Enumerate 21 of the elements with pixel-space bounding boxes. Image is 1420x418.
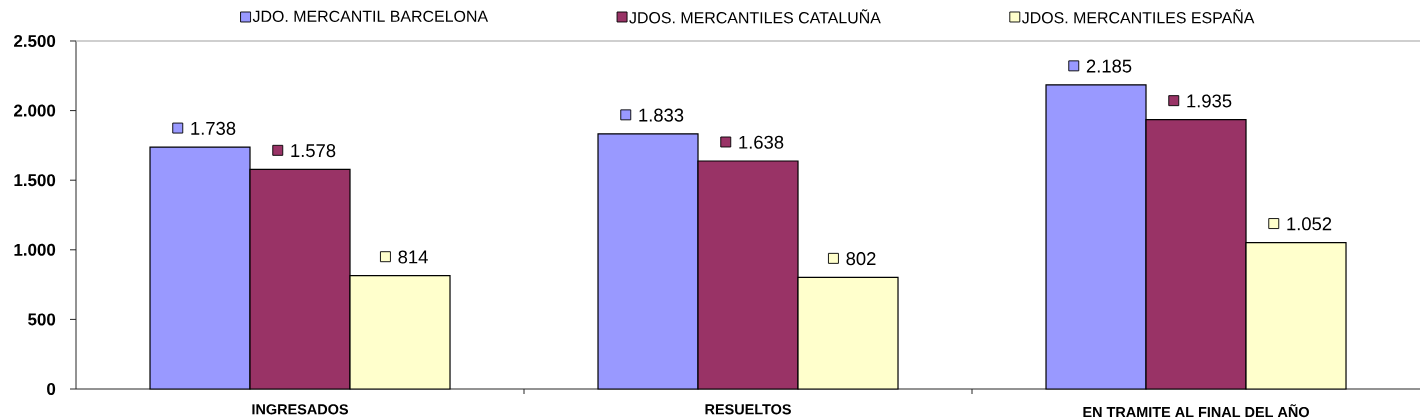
legend-label: JDOS. MERCANTILES ESPAÑA [1021, 9, 1255, 24]
data-label: 1.052 [1287, 217, 1332, 231]
data-label: 1.738 [191, 121, 236, 135]
y-tick-label: 0 [47, 383, 56, 395]
data-label: 802 [846, 252, 876, 266]
y-tick-label: 1.500 [14, 174, 56, 187]
y-tick-label: 2.500 [14, 35, 56, 47]
data-label: 1.935 [1187, 94, 1232, 108]
y-tick-label: 500 [28, 313, 56, 326]
x-tick-label: EN TRAMITE AL FINAL DEL AÑO [1083, 404, 1309, 418]
legend-label: JDOS. MERCANTILES CATALUÑA [629, 9, 881, 24]
x-tick-label: RESUELTOS [705, 404, 791, 415]
data-label: 2.185 [1086, 59, 1132, 73]
x-tick-label: INGRESADOS [252, 404, 349, 415]
legend-label: JDO. MERCANTIL BARCELONA [252, 10, 489, 22]
y-tick-label: 2.000 [14, 104, 56, 117]
y-tick-label: 1.000 [14, 243, 56, 256]
data-label: 814 [398, 250, 428, 264]
data-label: 1.833 [639, 108, 684, 122]
data-label: 1.578 [291, 144, 336, 158]
data-label: 1.638 [739, 135, 784, 149]
